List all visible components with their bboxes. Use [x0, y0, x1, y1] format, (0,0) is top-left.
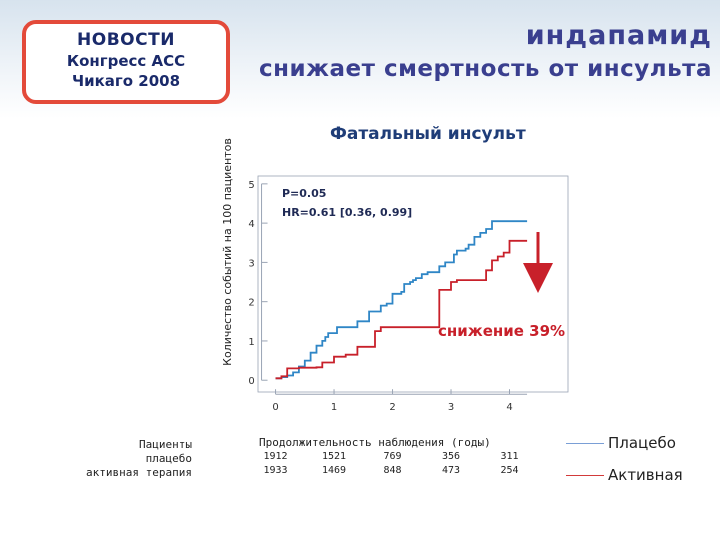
x-tick-label: 0	[272, 402, 278, 413]
axes: 0 1 2 3 4 5 0 1 2 3 4	[248, 180, 528, 413]
risk-table-label: Пациенты	[139, 438, 192, 451]
risk-number-active: 848	[383, 465, 402, 476]
chart-title: Фатальный инсульт	[330, 124, 526, 144]
risk-number-placebo: 356	[441, 451, 461, 462]
y-tick-label: 3	[248, 258, 254, 269]
risk-number-active: 1933	[263, 465, 288, 476]
badge-congress: Конгресс АСС	[66, 52, 186, 70]
legend-placebo: Плацебо	[566, 434, 676, 452]
x-tick-label: 2	[389, 402, 395, 413]
y-tick-label: 5	[248, 180, 254, 191]
plot-frame	[257, 175, 569, 393]
y-tick-label: 1	[248, 337, 254, 348]
legend-placebo-label: Плацебо	[608, 434, 676, 452]
x-tick-label: 4	[506, 402, 512, 413]
badge-title: НОВОСТИ	[77, 30, 175, 50]
risk-number-placebo: 1521	[321, 451, 347, 462]
risk-number-active: 254	[500, 465, 519, 476]
legend-active-label: Активная	[608, 466, 683, 484]
x-tick-label: 1	[331, 402, 337, 413]
x-axis-label: Продолжительность наблюдения (годы)	[259, 436, 491, 449]
risk-table-active-label: активная терапия	[86, 466, 192, 479]
risk-number-placebo: 311	[500, 451, 519, 462]
headline-drug: индапамид	[525, 20, 712, 51]
y-tick-label: 0	[248, 376, 254, 387]
y-tick-label: 4	[248, 219, 254, 230]
hr-annotation: HR=0.61 [0.36, 0.99]	[282, 206, 412, 219]
series-line-active	[275, 239, 528, 380]
risk-table-placebo-label: плацебо	[145, 452, 192, 465]
y-axis-label: Количество событий на 100 пациентов	[221, 138, 234, 366]
risk-number-placebo: 769	[383, 451, 402, 462]
series-lines	[275, 220, 528, 380]
legend-active: Активная	[566, 466, 683, 484]
reduction-annotation: снижение 39%	[438, 322, 565, 340]
risk-number-placebo: 1912	[263, 451, 288, 462]
legend-placebo-swatch	[566, 443, 604, 444]
legend-active-swatch	[566, 475, 604, 476]
risk-number-active: 473	[441, 465, 461, 476]
risk-number-active: 1469	[321, 465, 347, 476]
y-tick-label: 2	[248, 298, 254, 309]
headline-claim: снижает смертность от инсульта	[258, 56, 712, 82]
news-badge: НОВОСТИ Конгресс АСС Чикаго 2008	[22, 20, 230, 104]
badge-city-year: Чикаго 2008	[71, 72, 181, 90]
p-value-annotation: P=0.05	[282, 187, 326, 200]
series-line-placebo	[275, 220, 528, 380]
x-tick-label: 3	[448, 402, 454, 413]
